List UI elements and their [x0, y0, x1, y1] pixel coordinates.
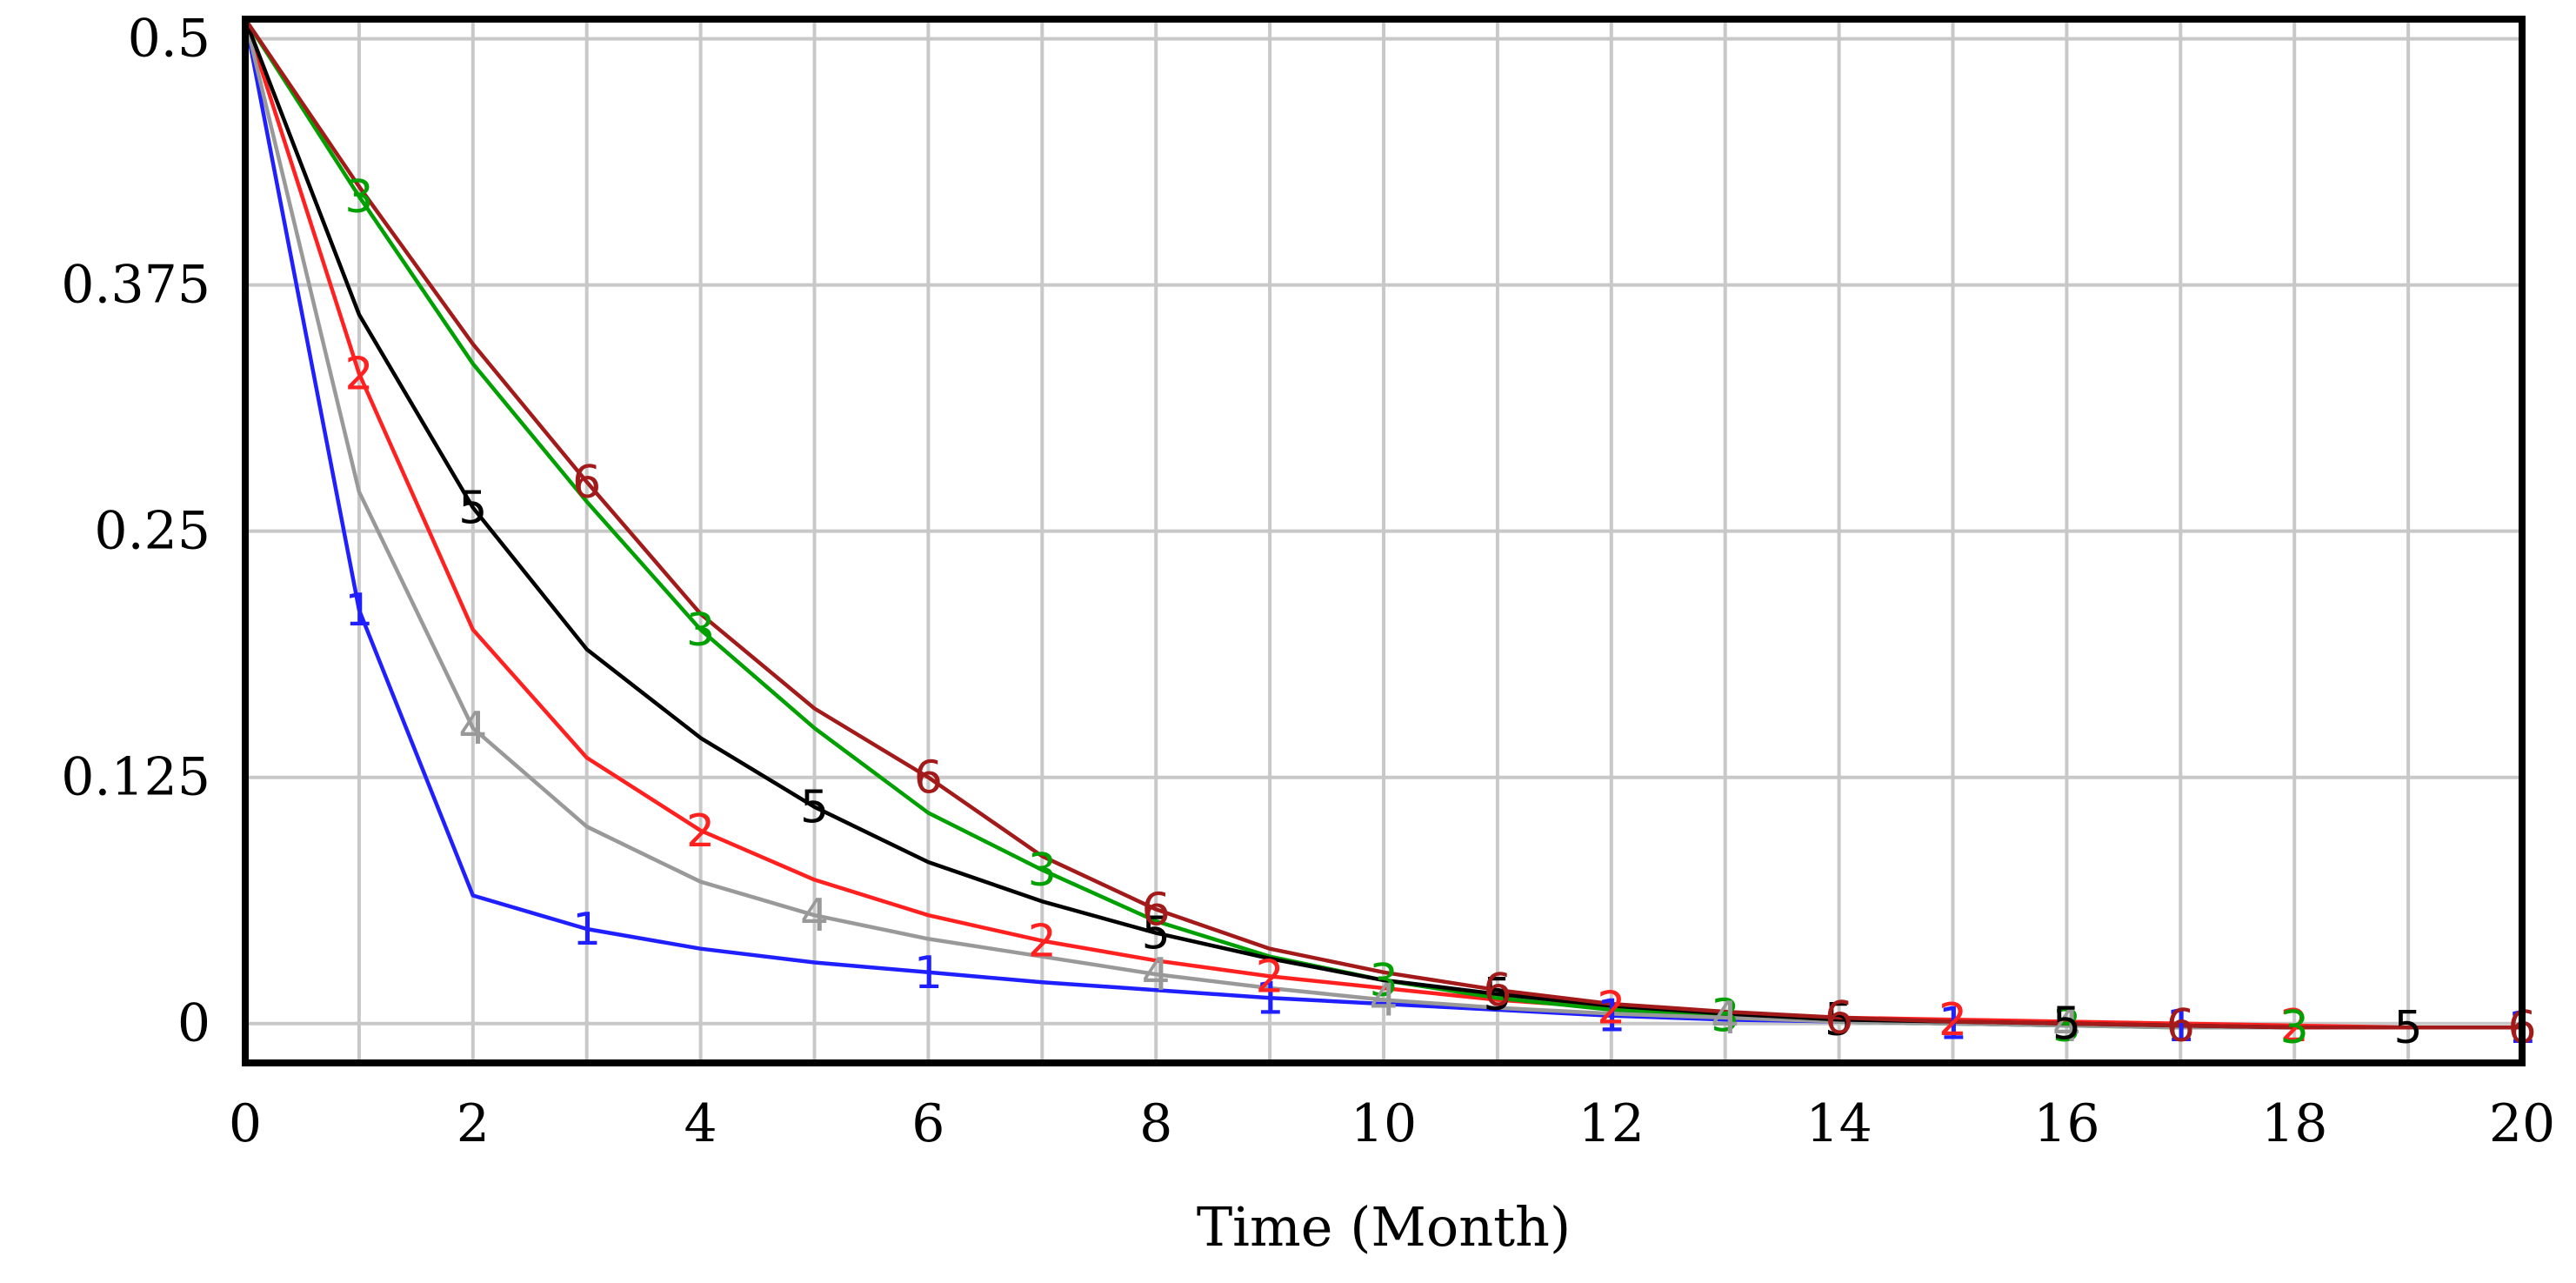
series-marker-3: 3: [2280, 1002, 2309, 1054]
series-marker-1: 1: [344, 585, 373, 637]
x-tick-label: 2: [457, 1093, 490, 1154]
series-marker-5: 5: [2394, 1002, 2423, 1054]
series-marker-5: 5: [2052, 999, 2081, 1051]
x-axis-title: Time (Month): [1197, 1195, 1571, 1259]
series-lines: [243, 17, 2522, 1030]
series-marker-6: 6: [2166, 1000, 2195, 1052]
x-tick-label: 16: [2033, 1093, 2099, 1154]
series-marker-4: 4: [1369, 975, 1398, 1027]
x-tick-label: 8: [1139, 1093, 1172, 1154]
series-marker-2: 2: [2280, 1000, 2309, 1052]
series-marker-6: 6: [914, 752, 943, 805]
series-marker-3: 3: [1369, 955, 1398, 1007]
series-marker-6: 6: [572, 457, 601, 509]
series-marker-5: 5: [1825, 994, 1853, 1046]
series-line-2: [243, 18, 2522, 1030]
series-marker-1: 1: [2166, 1000, 2195, 1052]
series-marker-1: 1: [1597, 991, 1625, 1043]
x-tick-label: 4: [684, 1093, 717, 1154]
series-marker-5: 5: [1483, 969, 1512, 1021]
series-marker-3: 3: [1711, 991, 1739, 1043]
plot-frame: [242, 16, 2526, 1066]
series-marker-2: 2: [1028, 916, 1057, 968]
x-tick-label: 14: [1805, 1093, 1872, 1154]
series-marker-1: 1: [1256, 972, 1285, 1025]
series-marker-1: 1: [1939, 999, 1967, 1051]
y-tick-label: 0.375: [61, 255, 210, 316]
x-tick-label: 0: [229, 1093, 262, 1154]
series-marker-3: 3: [344, 171, 373, 224]
series-marker-6: 6: [1142, 884, 1171, 936]
series-marker-4: 4: [1711, 992, 1739, 1045]
series-marker-5: 5: [1142, 908, 1171, 960]
series-marker-3: 3: [1028, 845, 1057, 897]
x-tick-label: 12: [1578, 1093, 1645, 1154]
series-marker-5: 5: [800, 782, 829, 834]
x-tick-label: 20: [2489, 1093, 2555, 1154]
series-line-6: [244, 17, 2522, 1030]
x-tick-label: 10: [1351, 1093, 1417, 1154]
series-marker-3: 3: [686, 605, 715, 657]
series-marker-3: 3: [2052, 1000, 2081, 1052]
y-tick-labels: 0.5 0.375 0.25 0.125 0: [61, 9, 210, 1054]
series-marker-6: 6: [1825, 992, 1853, 1045]
series-marker-1: 1: [914, 947, 943, 999]
y-tick-label: 0.5: [128, 9, 210, 70]
y-tick-label: 0.25: [94, 501, 210, 562]
gridlines: [245, 19, 2522, 1063]
series-marker-2: 2: [1939, 994, 1967, 1046]
series-marker-2: 2: [1256, 951, 1285, 1003]
x-tick-label: 6: [911, 1093, 944, 1154]
series-marker-2: 2: [1597, 983, 1625, 1035]
y-tick-label: 0: [177, 993, 210, 1054]
series-marker-4: 4: [1142, 949, 1171, 1001]
series-marker-4: 4: [458, 703, 487, 755]
series-marker-5: 5: [458, 483, 487, 535]
series-marker-2: 2: [686, 805, 715, 858]
series-marker-1: 1: [572, 904, 601, 956]
series-marker-4: 4: [2052, 1000, 2081, 1052]
series-marker-6: 6: [1483, 965, 1512, 1017]
series-marker-2: 2: [344, 349, 373, 401]
y-tick-label: 0.125: [61, 747, 210, 808]
series-marker-4: 4: [800, 890, 829, 942]
x-tick-labels: 0 2 4 6 8 10 12 14 16 18 20: [229, 1093, 2555, 1154]
x-tick-label: 18: [2261, 1093, 2327, 1154]
